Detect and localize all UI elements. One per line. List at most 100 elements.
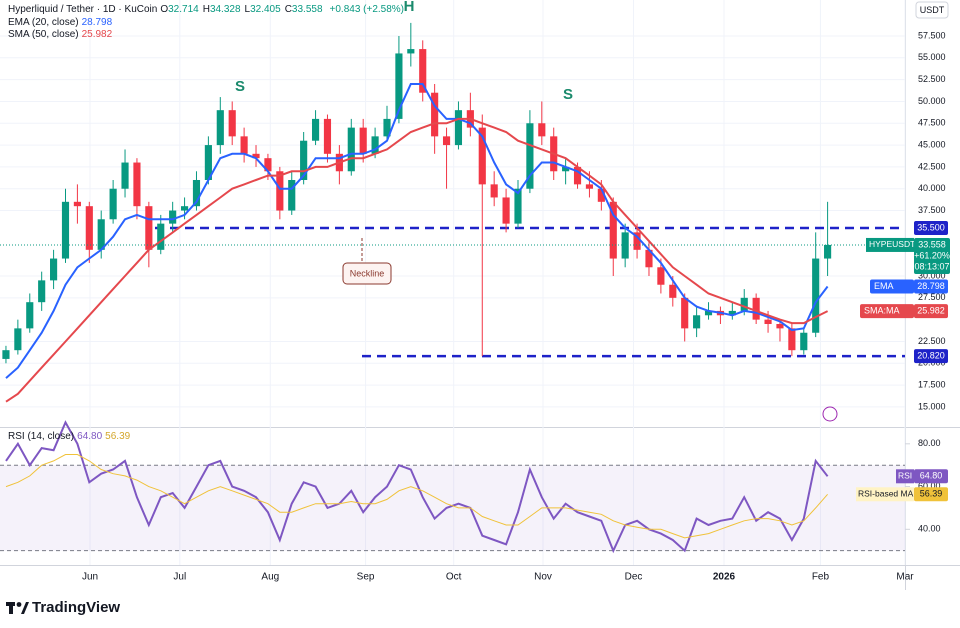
event-icon[interactable] [822, 406, 838, 422]
candle-body [824, 244, 832, 259]
candle-body [26, 302, 34, 329]
sma-legend: SMA (50, close) 25.982 [8, 29, 115, 40]
candle-body [181, 206, 189, 211]
rsi-value: 56.39 [920, 489, 943, 499]
ema-legend: EMA (20, close) 28.798 [8, 17, 115, 28]
logo [6, 602, 29, 614]
rsi-title: RSI (14, close) [8, 431, 75, 442]
candle-body [800, 332, 808, 351]
sma-name: SMA (50, close) [8, 29, 79, 40]
candle-body [192, 179, 201, 207]
y-tick-label: 27.500 [918, 292, 946, 302]
last-name: HYPEUSDT [869, 239, 915, 249]
candle-body [407, 49, 415, 54]
candle-body [764, 319, 772, 325]
candle-body [752, 297, 760, 320]
y-tick-label: 37.500 [918, 205, 946, 215]
x-tick-label: Aug [261, 572, 279, 583]
ema-value: 28.798 [81, 17, 113, 28]
y-tick-label: 50.000 [918, 96, 946, 106]
last-countdown: 08:13:07 [914, 261, 949, 271]
candle-body [169, 210, 177, 224]
candle-body [454, 110, 463, 146]
change: +0.843 (+2.58%) [329, 4, 405, 15]
symbol-title: Hyperliquid / Tether · 1D · KuCoin [8, 4, 158, 15]
rsi-tick-label: 40.00 [918, 524, 941, 534]
candle-body [562, 166, 570, 172]
candle-body [145, 206, 153, 250]
ma-badge [870, 279, 914, 294]
y-tick-label: 22.500 [918, 336, 946, 346]
rsi-name: RSI-based MA [858, 489, 914, 499]
ohlc-label: H [202, 4, 210, 15]
rsi-tick-label: 80.00 [918, 438, 941, 448]
x-tick-label: Sep [357, 572, 375, 583]
symbol-legend: Hyperliquid / Tether · 1D · KuCoin O32.71… [8, 4, 407, 15]
rsi-value-badge [914, 487, 948, 502]
ohlc-label: C [284, 4, 292, 15]
rsi-line [5, 420, 829, 554]
currency-button[interactable] [915, 1, 949, 19]
candle-body [597, 188, 605, 202]
candle-body [657, 267, 665, 285]
x-tick-label: Mar [896, 572, 914, 583]
y-tick-label: 45.000 [918, 139, 946, 149]
candle-body [538, 123, 546, 137]
last-change: +61.20% [914, 250, 950, 260]
candle-body [240, 136, 248, 154]
y-tick-label: 15.000 [918, 401, 946, 411]
candle-body [633, 232, 641, 250]
plot-bg [0, 0, 905, 590]
y-tick-label: 55.000 [918, 52, 946, 62]
y-tick-label: 17.500 [918, 379, 946, 389]
annotation: H [404, 0, 415, 15]
ohlc-value: 32.405 [250, 4, 281, 15]
candle-body [73, 201, 81, 207]
candle-body [14, 328, 22, 351]
y-tick-label: 30.000 [918, 270, 946, 280]
candle-body [311, 118, 320, 141]
candle-body [395, 53, 403, 119]
ma-value: 25.982 [917, 305, 945, 315]
candle-body [526, 123, 534, 189]
y-tick-label: 52.500 [918, 74, 946, 84]
level-badge [914, 349, 948, 364]
candle-body [585, 184, 594, 189]
candle-body [2, 350, 10, 359]
ma-badge-name: SMA:MA [864, 305, 900, 315]
candle-body [812, 258, 820, 333]
candle-body [669, 284, 677, 298]
rsi-name-badge [896, 469, 914, 484]
y-tick-label: 40.000 [918, 183, 946, 193]
last-price: 33.558 [918, 239, 946, 249]
x-tick-label: Jun [82, 572, 98, 583]
candle-body [573, 166, 582, 185]
candle-body [645, 249, 653, 268]
candle-body [693, 315, 701, 329]
x-tick-label: 2026 [713, 572, 736, 583]
ohlc-label: O [160, 4, 169, 15]
candle-body [681, 297, 689, 329]
ohlc-label: L [244, 4, 251, 15]
candle-body [38, 280, 46, 303]
candle-body [371, 136, 379, 154]
candle-body [514, 188, 522, 224]
candle-body [228, 110, 236, 137]
candle-body [740, 297, 748, 311]
candle-body [776, 324, 784, 329]
ohlc-value: 33.558 [291, 4, 323, 15]
candle-body [97, 219, 105, 250]
brand: TradingView [32, 599, 120, 616]
level-label: 35.500 [917, 222, 945, 232]
y-tick-label: 47.500 [918, 118, 946, 128]
candle-body [419, 49, 427, 93]
rsi-line [5, 454, 828, 539]
ohlc-value: 34.328 [209, 4, 241, 15]
x-tick-label: Jul [173, 572, 186, 583]
candle-body [442, 136, 451, 146]
candle-body [50, 258, 58, 281]
ohlc: O32.714 H34.328 L32.405 C33.558 [160, 4, 326, 15]
candle-body [276, 171, 284, 211]
x-tick-label: Oct [446, 572, 462, 583]
